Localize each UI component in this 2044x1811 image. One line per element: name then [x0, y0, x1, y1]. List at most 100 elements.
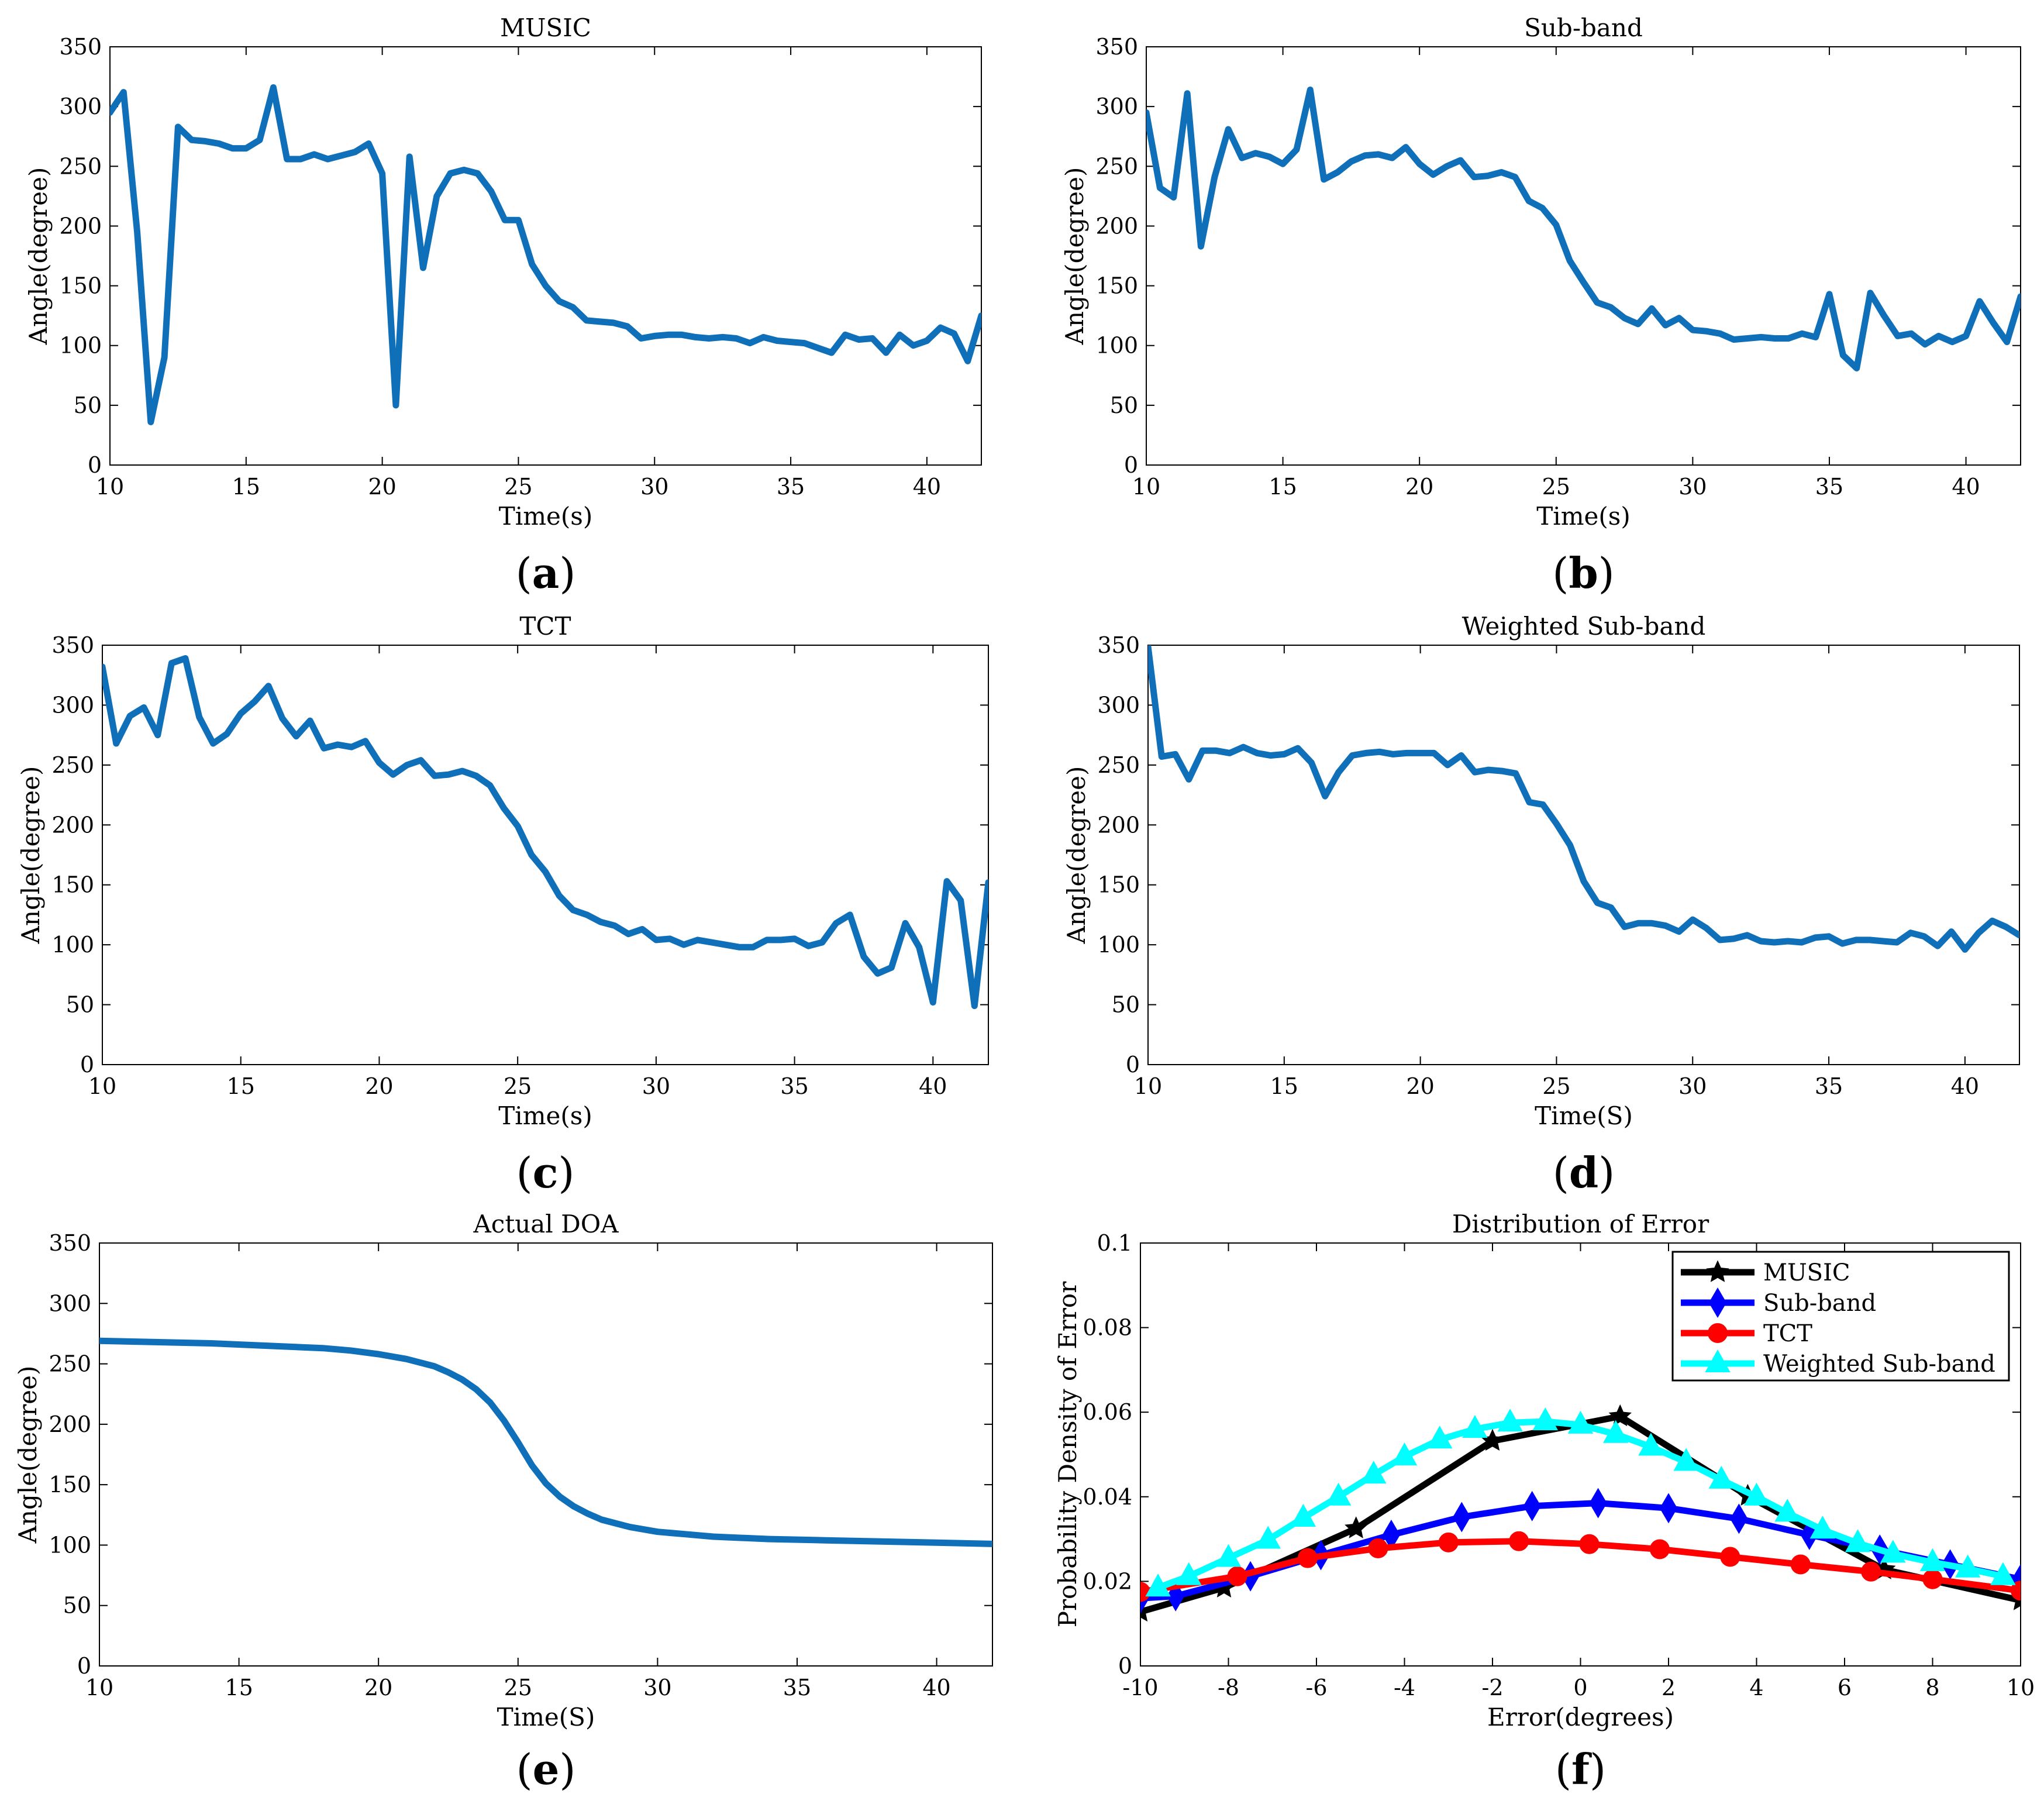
- plot-area: [1146, 87, 2021, 371]
- y-tick-label: 350: [1097, 632, 1140, 658]
- x-axis-label: Time(s): [1536, 502, 1630, 531]
- data-point-weighted-sub-band: [1567, 1410, 1594, 1434]
- y-tick-label: 100: [49, 1532, 91, 1558]
- y-tick-label: 250: [1095, 153, 1138, 179]
- data-point-weighted-sub-band: [1176, 1562, 1202, 1585]
- y-tick-label: 250: [1097, 752, 1140, 778]
- data-point-weighted-sub-band: [1774, 1499, 1800, 1522]
- plot-area: [1148, 645, 2019, 953]
- y-tick-label: 0.04: [1083, 1484, 1132, 1510]
- x-tick-label: 10: [85, 1675, 113, 1700]
- x-tick-label: 0: [1573, 1675, 1587, 1700]
- y-tick-label: 150: [1095, 273, 1138, 299]
- data-point-tct: [1140, 1582, 1150, 1602]
- data-point-weighted-sub-band: [1462, 1415, 1488, 1438]
- chart-title: Distribution of Error: [1452, 1210, 1709, 1238]
- x-tick-label: 10: [96, 474, 124, 500]
- y-tick-label: 50: [63, 1593, 91, 1619]
- y-tick-label: 300: [49, 1290, 91, 1316]
- x-tick-label: 10: [2007, 1675, 2035, 1700]
- x-tick-label: 35: [1815, 474, 1843, 500]
- y-tick-label: 100: [59, 333, 102, 359]
- chart-panel-6: -10 -8 -6 -4 -2 0 2 4 6 8 10 0 0.02 0.04 0.06 0.08 0.1 Di…: [1053, 1210, 2035, 1794]
- y-axis-label: Angle(degree): [13, 1366, 42, 1544]
- legend-marker: [1708, 1287, 1727, 1318]
- series-line-music: [1140, 1413, 2021, 1615]
- x-tick-label: 25: [504, 474, 532, 500]
- data-point-weighted-sub-band: [1325, 1482, 1352, 1506]
- data-point-weighted-sub-band: [1361, 1461, 1387, 1484]
- y-tick-label: 150: [51, 872, 94, 898]
- x-axis-label: Time(s): [499, 502, 592, 531]
- y-axis-label: Angle(degree): [24, 167, 53, 346]
- legend: MUSIC Sub-band TCT Weighted Sub-band: [1671, 1251, 2010, 1382]
- data-point-tct: [1368, 1538, 1388, 1559]
- x-tick-label: -10: [1122, 1675, 1158, 1700]
- x-axis-label: Time(s): [498, 1101, 592, 1130]
- plot-area: [99, 1337, 992, 1547]
- legend-marker: [1708, 1323, 1728, 1343]
- y-tick-label: 300: [59, 94, 102, 119]
- chart-title: Actual DOA: [473, 1210, 619, 1238]
- x-tick-label: 40: [913, 474, 941, 500]
- data-point-weighted-sub-band: [1145, 1574, 1171, 1597]
- plot-area: [110, 84, 981, 425]
- y-tick-label: 200: [1095, 213, 1138, 239]
- data-point-tct: [1579, 1534, 1600, 1554]
- y-tick-label: 0.08: [1083, 1315, 1132, 1341]
- chart-title: MUSIC: [500, 13, 591, 42]
- x-tick-label: -6: [1305, 1675, 1327, 1700]
- x-tick-label: 15: [227, 1073, 255, 1099]
- panel-caption: (c): [516, 1148, 574, 1197]
- data-point-weighted-sub-band: [1215, 1544, 1242, 1567]
- x-tick-label: -8: [1218, 1675, 1239, 1700]
- axes-box: [102, 645, 989, 1065]
- y-tick-label: 250: [49, 1351, 91, 1377]
- x-tick-label: -4: [1394, 1675, 1415, 1700]
- x-tick-label: 35: [780, 1073, 808, 1099]
- panel-caption: (b): [1552, 548, 1615, 598]
- y-tick-label: 0: [77, 1653, 91, 1679]
- x-tick-label: 25: [1542, 474, 1570, 500]
- y-tick-label: 100: [51, 932, 94, 958]
- data-point-sub-band: [1589, 1488, 1607, 1519]
- data-point-sub-band: [1730, 1503, 1748, 1534]
- x-tick-label: 30: [1678, 474, 1707, 500]
- y-tick-label: 50: [1112, 992, 1140, 1018]
- x-tick-label: 20: [1406, 1073, 1434, 1099]
- data-point-sub-band: [1659, 1493, 1678, 1524]
- data-point-weighted-sub-band: [1845, 1529, 1871, 1552]
- x-tick-label: 20: [365, 1073, 393, 1099]
- y-tick-label: 300: [1097, 692, 1140, 718]
- y-tick-label: 0.02: [1083, 1568, 1132, 1594]
- axes-box: [99, 1242, 993, 1667]
- chart-panel-5: 10 15 20 25 30 35 40 0 50 100 150 200 250 300 350 Actua…: [13, 1210, 993, 1794]
- legend-label: Weighted Sub-band: [1763, 1351, 1995, 1378]
- x-tick-label: 40: [919, 1073, 947, 1099]
- panel-caption: (f): [1555, 1744, 1606, 1794]
- panel-caption: (e): [516, 1744, 576, 1794]
- x-tick-label: 40: [1951, 1073, 1979, 1099]
- data-point-weighted-sub-band: [1880, 1540, 1906, 1563]
- series-line-tct: [102, 655, 988, 1010]
- data-point-tct: [1227, 1566, 1247, 1586]
- y-tick-label: 150: [1097, 872, 1140, 898]
- y-tick-label: 50: [66, 992, 94, 1018]
- data-point-weighted-sub-band: [1603, 1420, 1629, 1443]
- y-tick-label: 100: [1097, 932, 1140, 958]
- chart-panel-4: 10 15 20 25 30 35 40 0 50 100 150 200 250 300 350 Weigh…: [1062, 612, 2020, 1197]
- data-point-weighted-sub-band: [1743, 1482, 1770, 1506]
- panel-caption: (d): [1553, 1148, 1615, 1197]
- legend-label: MUSIC: [1763, 1259, 1850, 1286]
- legend-label: Sub-band: [1763, 1290, 1876, 1317]
- y-tick-label: 0: [80, 1052, 94, 1077]
- y-tick-label: 0: [1124, 452, 1138, 478]
- x-tick-label: 30: [640, 474, 668, 500]
- data-point-music: [1345, 1516, 1368, 1538]
- x-tick-label: 35: [783, 1675, 811, 1700]
- data-point-tct: [1790, 1554, 1811, 1575]
- x-tick-label: 2: [1662, 1675, 1676, 1700]
- x-tick-label: 10: [1132, 474, 1160, 500]
- chart-title: TCT: [519, 612, 571, 641]
